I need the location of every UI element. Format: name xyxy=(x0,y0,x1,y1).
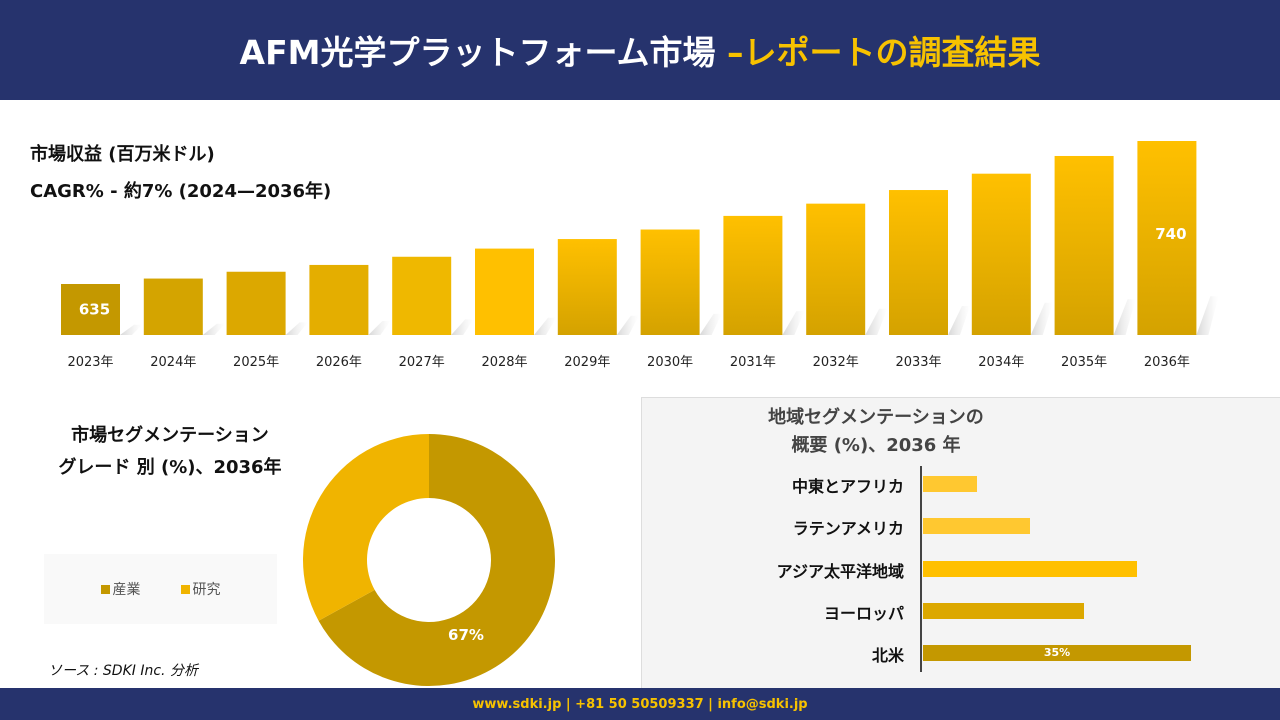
bar-2026年 xyxy=(309,264,369,335)
region-segment-title: 地域セグメンテーションの 概要 (%)、2036 年 xyxy=(641,404,1111,460)
bar-2035年 xyxy=(1054,155,1114,335)
bar-2031年 xyxy=(723,215,783,335)
bar-shadow xyxy=(368,320,391,335)
bar-2036年 xyxy=(1137,141,1197,335)
region-title-line1: 地域セグメンテーションの xyxy=(768,407,984,428)
x-tick-label: 2025年 xyxy=(233,355,279,370)
cagr-subtitle: CAGR% - 約7% (2024—2036年) xyxy=(30,181,332,202)
bar-shadow xyxy=(782,311,805,335)
bar-data-label: 740 xyxy=(1155,225,1186,243)
bar-shadow xyxy=(1113,299,1136,335)
donut-slice-産業 xyxy=(318,434,555,686)
report-header: AFM光学プラットフォーム市場 –レポートの調査結果 xyxy=(0,0,1280,100)
region-bar xyxy=(923,518,1031,534)
legend-label: 研究 xyxy=(192,582,221,598)
x-tick-label: 2031年 xyxy=(730,355,776,370)
region-bar xyxy=(923,603,1084,619)
bar-2023年 xyxy=(61,284,120,335)
x-tick-label: 2032年 xyxy=(813,355,859,370)
x-tick-label: 2023年 xyxy=(67,355,113,370)
bar-shadow xyxy=(285,322,308,335)
x-tick-label: 2033年 xyxy=(895,355,941,370)
legend-label: 産業 xyxy=(112,582,141,598)
bar-2028年 xyxy=(475,248,534,335)
title-accent: –レポートの調査結果 xyxy=(726,33,1041,72)
region-title-line2: 概要 (%)、2036 年 xyxy=(791,435,961,456)
region-label: 中東とアフリカ xyxy=(791,477,904,496)
region-label: 北米 xyxy=(871,646,904,665)
x-tick-label: 2027年 xyxy=(399,355,445,370)
x-tick-label: 2026年 xyxy=(316,355,362,370)
region-label: ヨーロッパ xyxy=(823,604,904,623)
bar-2032年 xyxy=(806,203,866,335)
legend-swatch xyxy=(100,585,110,594)
x-tick-label: 2029年 xyxy=(564,355,610,370)
x-tick-label: 2030年 xyxy=(647,355,693,370)
region-label: ラテンアメリカ xyxy=(792,519,904,538)
bar-shadow xyxy=(451,319,474,335)
region-segment-panel xyxy=(641,397,1280,688)
donut-legend: 産業 研究 xyxy=(44,554,277,624)
x-tick-label: 2036年 xyxy=(1144,355,1190,370)
source-note: ソース : SDKI Inc. 分析 xyxy=(48,663,198,679)
grade-segment-title: 市場セグメンテーション グレード 別 (%)、2036年 xyxy=(30,420,310,484)
bar-2033年 xyxy=(889,190,948,335)
bar-data-label: 635 xyxy=(79,301,110,319)
bar-shadow xyxy=(699,313,722,335)
bar-2027年 xyxy=(392,256,452,335)
region-bar xyxy=(923,476,977,492)
bar-2029年 xyxy=(557,239,617,335)
bar-shadow xyxy=(1030,302,1053,335)
bar-2025年 xyxy=(226,271,286,335)
region-axis-line xyxy=(920,466,922,672)
region-bar xyxy=(923,561,1138,577)
bar-2030年 xyxy=(640,229,700,335)
x-tick-label: 2024年 xyxy=(150,355,196,370)
region-label: アジア太平洋地域 xyxy=(776,562,904,581)
bar-shadow xyxy=(202,323,225,335)
bar-shadow xyxy=(948,306,970,335)
legend-swatch xyxy=(180,585,190,594)
footer-contact: www.sdki.jp | +81 50 50509337 | info@sdk… xyxy=(0,688,1280,720)
bar-2034年 xyxy=(971,173,1031,335)
legend-item-industry: 産業 xyxy=(100,579,141,599)
grade-title-line2: グレード 別 (%)、2036年 xyxy=(58,457,282,478)
legend-item-research: 研究 xyxy=(180,579,221,599)
donut-slice-研究 xyxy=(303,434,429,621)
revenue-chart-title: 市場収益 (百万米ドル) xyxy=(30,144,215,165)
grade-donut-chart: 67% xyxy=(303,434,555,686)
x-tick-label: 2028年 xyxy=(481,355,527,370)
grade-title-line1: 市場セグメンテーション xyxy=(71,425,269,446)
bar-2024年 xyxy=(143,278,203,335)
x-tick-label: 2034年 xyxy=(978,355,1024,370)
bar-shadow xyxy=(534,317,556,335)
bar-shadow xyxy=(865,308,888,335)
region-bar: 35% xyxy=(923,645,1191,661)
revenue-bar-chart: 2023年 635 2024年 2025年 2026年 2027年 2028年 2029年 20… xyxy=(61,141,1219,370)
bar-shadow xyxy=(120,324,142,335)
title-main: AFM光学プラットフォーム市場 xyxy=(239,33,716,72)
bar-shadow xyxy=(616,315,639,335)
x-tick-label: 2035年 xyxy=(1061,355,1107,370)
bar-shadow xyxy=(1196,296,1219,335)
slice-data-label: 67% xyxy=(448,626,484,644)
